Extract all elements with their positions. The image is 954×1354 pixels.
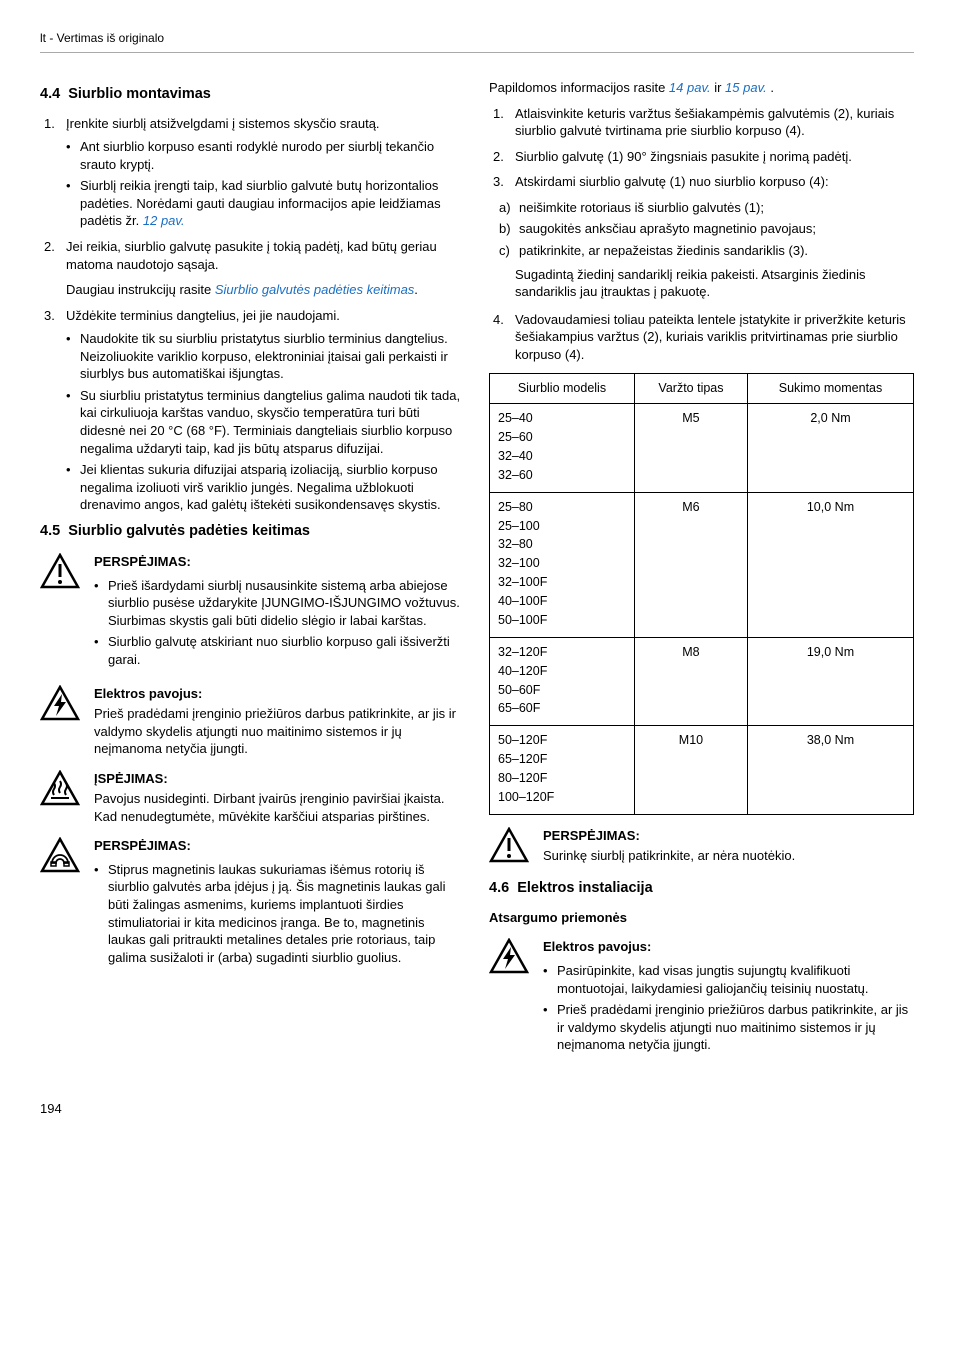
- warning-title: PERSPĖJIMAS:: [94, 553, 465, 571]
- model-cell: 32–120F40–120F50–60F65–60F: [498, 644, 626, 718]
- warning-block: ĮSPĖJIMAS: Pavojus nusideginti. Dirbant …: [40, 770, 465, 826]
- list-item: neišimkite rotoriaus iš siurblio galvutė…: [497, 199, 914, 217]
- list-item: Ant siurblio korpuso esanti rodyklė nuro…: [66, 138, 465, 173]
- list-item: Įrenkite siurblį atsižvelgdami į sistemo…: [40, 115, 465, 230]
- table-row: 50–120F65–120F80–120F100–120F M10 38,0 N…: [490, 726, 914, 815]
- warning-title: Elektros pavojus:: [543, 938, 914, 956]
- warning-icon: [489, 827, 533, 868]
- paragraph: Papildomos informacijos rasite 14 pav. i…: [489, 79, 914, 97]
- two-column-layout: 4.4 Siurblio montavimas Įrenkite siurblį…: [40, 79, 914, 1070]
- warning-block: PERSPĖJIMAS: Prieš išardydami siurblį nu…: [40, 553, 465, 672]
- table-cell: 38,0 Nm: [747, 726, 913, 815]
- warning-title: Elektros pavojus:: [94, 685, 465, 703]
- electric-hazard-icon: [489, 938, 533, 1057]
- subheading: Atsargumo priemonės: [489, 909, 914, 927]
- list-item: Vadovaudamiesi toliau pateikta lentele į…: [489, 311, 914, 364]
- warning-title: PERSPĖJIMAS:: [543, 827, 914, 845]
- page-header: lt - Vertimas iš originalo: [40, 30, 914, 53]
- list-item: Prieš išardydami siurblį nusausinkite si…: [94, 577, 465, 630]
- table-header: Sukimo momentas: [747, 374, 913, 404]
- list-4-4: Įrenkite siurblį atsižvelgdami į sistemo…: [40, 115, 465, 514]
- list-item: Siurblį reikia įrengti taip, kad siurbli…: [66, 177, 465, 230]
- page-number: 194: [40, 1100, 914, 1118]
- list-item: Atlaisvinkite keturis varžtus šešiakampė…: [489, 105, 914, 140]
- warning-text: Prieš pradėdami įrenginio priežiūros dar…: [94, 705, 465, 758]
- list-item: Stiprus magnetinis laukas sukuriamas išė…: [94, 861, 465, 966]
- list-item: Jei reikia, siurblio galvutę pasukite į …: [40, 238, 465, 299]
- warning-text: Pavojus nusideginti. Dirbant įvairūs įre…: [94, 790, 465, 825]
- table-cell: 19,0 Nm: [747, 637, 913, 726]
- list-item: Atskirdami siurblio galvutę (1) nuo siur…: [489, 173, 914, 191]
- table-row: 25–4025–6032–4032–60 M5 2,0 Nm: [490, 404, 914, 493]
- list-item: Siurblio galvutę (1) 90° žingsniais pasu…: [489, 148, 914, 166]
- warning-title: ĮSPĖJIMAS:: [94, 770, 465, 788]
- list-item: Uždėkite terminius dangtelius, jei jie n…: [40, 307, 465, 514]
- list-item: Naudokite tik su siurbliu pristatytus si…: [66, 330, 465, 383]
- list-item: saugokitės anksčiau aprašyto magnetinio …: [497, 220, 914, 238]
- table-cell: M5: [634, 404, 747, 493]
- warning-icon: [40, 553, 84, 672]
- hot-surface-icon: [40, 770, 84, 826]
- table-cell: M8: [634, 637, 747, 726]
- figure-link[interactable]: 15 pav.: [725, 80, 767, 95]
- warning-block: PERSPĖJIMAS: Surinkę siurblį patikrinkit…: [489, 827, 914, 868]
- heading-4-6: 4.6 Elektros instaliacija: [489, 879, 914, 899]
- list-item: Prieš pradėdami įrenginio priežiūros dar…: [543, 1001, 914, 1054]
- list-alpha: neišimkite rotoriaus iš siurblio galvutė…: [497, 199, 914, 260]
- table-row: 32–120F40–120F50–60F65–60F M8 19,0 Nm: [490, 637, 914, 726]
- torque-table: Siurblio modelis Varžto tipas Sukimo mom…: [489, 373, 914, 815]
- heading-4-5: 4.5 Siurblio galvutės padėties keitimas: [40, 522, 465, 542]
- table-cell: 2,0 Nm: [747, 404, 913, 493]
- model-cell: 50–120F65–120F80–120F100–120F: [498, 732, 626, 806]
- warning-title: PERSPĖJIMAS:: [94, 837, 465, 855]
- warning-block: Elektros pavojus: Pasirūpinkite, kad vis…: [489, 938, 914, 1057]
- list-item: Siurblio galvutę atskiriant nuo siurblio…: [94, 633, 465, 668]
- list-continued: Vadovaudamiesi toliau pateikta lentele į…: [489, 311, 914, 364]
- list-item: Jei klientas sukuria difuzijai atsparią …: [66, 461, 465, 514]
- table-header: Varžto tipas: [634, 374, 747, 404]
- paragraph: Sugadintą žiedinį sandariklį reikia pake…: [489, 266, 914, 301]
- electric-hazard-icon: [40, 685, 84, 758]
- table-row: 25–8025–10032–8032–10032–100F40–100F50–1…: [490, 492, 914, 637]
- section-link[interactable]: Siurblio galvutės padėties keitimas: [215, 282, 414, 297]
- right-column: Papildomos informacijos rasite 14 pav. i…: [489, 79, 914, 1070]
- left-column: 4.4 Siurblio montavimas Įrenkite siurblį…: [40, 79, 465, 1070]
- list-item: Su siurbliu pristatytus terminius dangte…: [66, 387, 465, 457]
- model-cell: 25–4025–6032–4032–60: [498, 410, 626, 484]
- figure-link[interactable]: 12 pav.: [143, 213, 185, 228]
- table-cell: M10: [634, 726, 747, 815]
- table-header: Siurblio modelis: [490, 374, 635, 404]
- heading-4-4: 4.4 Siurblio montavimas: [40, 85, 465, 105]
- list-4-5-steps: Atlaisvinkite keturis varžtus šešiakampė…: [489, 105, 914, 191]
- warning-block: PERSPĖJIMAS: Stiprus magnetinis laukas s…: [40, 837, 465, 970]
- list-item: Pasirūpinkite, kad visas jungtis sujungt…: [543, 962, 914, 997]
- table-cell: M6: [634, 492, 747, 637]
- model-cell: 25–8025–10032–8032–10032–100F40–100F50–1…: [498, 499, 626, 629]
- warning-text: Surinkę siurblį patikrinkite, ar nėra nu…: [543, 847, 914, 865]
- figure-link[interactable]: 14 pav.: [669, 80, 711, 95]
- table-cell: 10,0 Nm: [747, 492, 913, 637]
- list-item: patikrinkite, ar nepažeistas žiedinis sa…: [497, 242, 914, 260]
- warning-block: Elektros pavojus: Prieš pradėdami įrengi…: [40, 685, 465, 758]
- magnet-hazard-icon: [40, 837, 84, 970]
